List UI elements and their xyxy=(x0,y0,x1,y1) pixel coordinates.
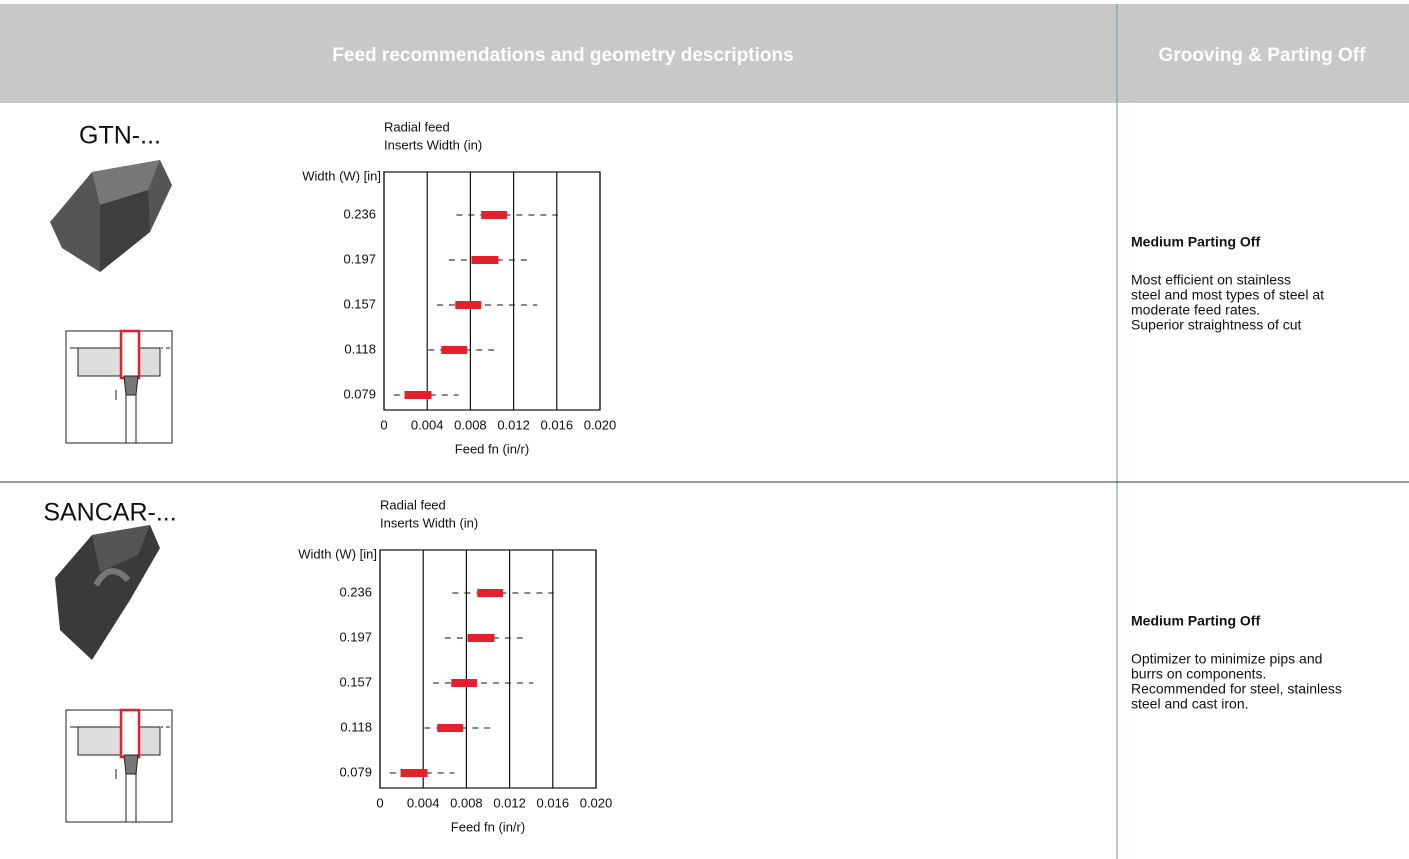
description-text: burrs on components. xyxy=(1131,666,1266,682)
insert-name: GTN-... xyxy=(79,122,161,150)
recommended-feed xyxy=(400,769,428,777)
description-text: steel and most types of steel at xyxy=(1131,287,1324,303)
insert-name: SANCAR-... xyxy=(43,499,176,527)
chart-subtitle: Inserts Width (in) xyxy=(380,515,478,530)
x-tick-label: 0.016 xyxy=(537,795,570,810)
description-text: Recommended for steel, stainless xyxy=(1131,681,1342,697)
x-axis-label: Feed fn (in/r) xyxy=(451,819,525,834)
insert-image xyxy=(55,525,160,660)
y-tick-label: 0.197 xyxy=(343,251,376,266)
header-title: Feed recommendations and geometry descri… xyxy=(332,45,793,66)
chart-title: Radial feed xyxy=(380,497,446,512)
x-tick-label: 0.012 xyxy=(493,795,526,810)
x-tick-label: 0.008 xyxy=(454,417,487,432)
description-text: Superior straightness of cut xyxy=(1131,317,1302,333)
description-title: Medium Parting Off xyxy=(1131,613,1260,629)
y-tick-label: 0.236 xyxy=(343,206,376,221)
chart-title: Radial feed xyxy=(384,119,450,134)
x-axis-label: Feed fn (in/r) xyxy=(455,441,529,456)
insert-image xyxy=(50,160,172,272)
recommended-feed xyxy=(451,679,478,687)
y-tick-label: 0.197 xyxy=(339,629,372,644)
y-axis-label: Width (W) [in] xyxy=(302,168,381,183)
y-tick-label: 0.079 xyxy=(339,764,372,779)
recommended-feed xyxy=(477,589,504,597)
groove-diagram xyxy=(65,708,173,823)
plot-frame xyxy=(379,549,597,789)
y-tick-label: 0.079 xyxy=(343,386,376,401)
recommended-feed xyxy=(455,301,482,309)
plot-frame xyxy=(383,171,601,411)
header-category: Grooving & Parting Off xyxy=(1159,45,1367,66)
x-tick-label: 0.016 xyxy=(541,417,574,432)
chart-subtitle: Inserts Width (in) xyxy=(384,137,482,152)
description-title: Medium Parting Off xyxy=(1131,234,1260,250)
recommended-feed xyxy=(467,634,495,642)
recommended-feed xyxy=(441,346,468,354)
x-tick-label: 0.020 xyxy=(584,417,617,432)
recommended-feed xyxy=(471,256,499,264)
x-tick-label: 0.008 xyxy=(450,795,483,810)
groove-diagram xyxy=(65,329,173,444)
y-tick-label: 0.118 xyxy=(340,719,372,734)
y-tick-label: 0.118 xyxy=(344,341,376,356)
x-tick-label: 0 xyxy=(376,795,383,810)
x-tick-label: 0.004 xyxy=(411,417,444,432)
description-text: steel and cast iron. xyxy=(1131,696,1249,712)
x-tick-label: 0.012 xyxy=(497,417,530,432)
recommended-feed xyxy=(481,211,508,219)
recommended-feed xyxy=(404,391,432,399)
y-tick-label: 0.157 xyxy=(339,674,372,689)
recommended-feed xyxy=(437,724,464,732)
description-text: Optimizer to minimize pips and xyxy=(1131,651,1322,667)
y-tick-label: 0.236 xyxy=(339,584,372,599)
x-tick-label: 0.004 xyxy=(407,795,440,810)
y-axis-label: Width (W) [in] xyxy=(298,546,377,561)
description-text: Most efficient on stainless xyxy=(1131,272,1291,288)
x-tick-label: 0 xyxy=(380,417,387,432)
description-text: moderate feed rates. xyxy=(1131,302,1260,318)
x-tick-label: 0.020 xyxy=(580,795,613,810)
y-tick-label: 0.157 xyxy=(343,296,376,311)
header-bar xyxy=(0,4,1409,103)
